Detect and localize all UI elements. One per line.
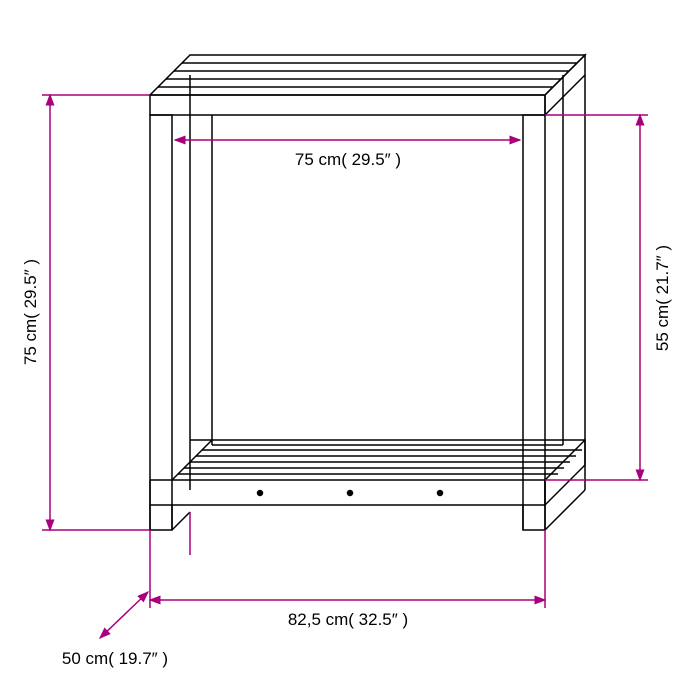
product-outline [150,55,585,530]
label-height-full: 75 cm( 29.5″ ) [21,259,40,365]
label-inner-height: 55 cm( 21.7″ ) [653,245,672,351]
label-width: 82,5 cm( 32.5″ ) [288,610,408,629]
dimension-diagram: 75 cm( 29.5″ ) 75 cm( 29.5″ ) 55 cm( 21.… [0,0,700,700]
dimension-lines [42,95,648,638]
label-inner-width: 75 cm( 29.5″ ) [295,150,401,169]
label-depth: 50 cm( 19.7″ ) [62,649,168,668]
dimension-labels: 75 cm( 29.5″ ) 75 cm( 29.5″ ) 55 cm( 21.… [21,150,672,668]
